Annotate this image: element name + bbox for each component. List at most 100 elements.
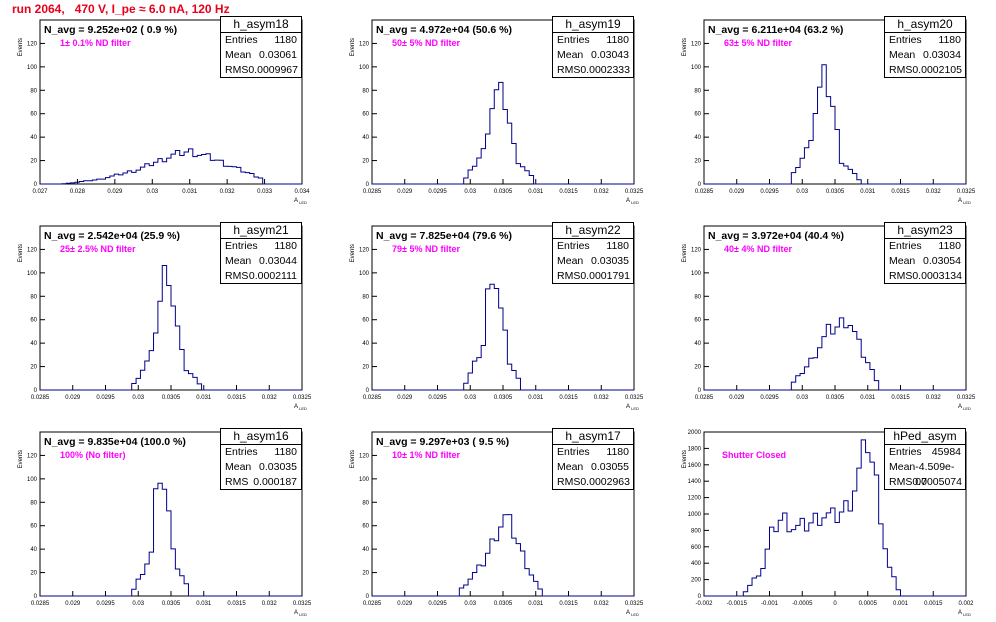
histogram-series (704, 317, 966, 391)
histogram-svg: 0.0285 0.029 0.0295 0.03 0.0305 0.031 0.0315 0.… (18, 225, 312, 411)
x-tick-label: -0.001 (761, 601, 779, 607)
stats-title: h_asym16 (221, 429, 301, 445)
y-tick-label: 60 (30, 318, 37, 324)
stats-title: h_asym22 (553, 223, 633, 239)
x-tick-label: 0.03 (464, 395, 476, 401)
y-tick-label: 60 (362, 318, 369, 324)
x-tick-label: 0.0305 (826, 189, 845, 195)
navg-label: N_avg = 6.211e+04 (63.2 %) (708, 24, 844, 36)
y-tick-label: 60 (694, 318, 701, 324)
x-axis-label: A LED (626, 610, 639, 617)
stats-mean-label: Mean (225, 255, 252, 267)
x-tick-label: 0.028 (70, 189, 86, 195)
stats-entries-value: 1180 (606, 240, 629, 252)
x-axis-label: A LED (958, 198, 971, 205)
y-tick-label: 20 (362, 159, 369, 165)
x-tick-label: 0.0295 (96, 601, 115, 607)
x-tick-label: 0.0285 (363, 601, 382, 607)
stats-rms-row: RMS 0.000187 (221, 475, 301, 490)
y-tick-label: 120 (27, 247, 38, 253)
stats-entries-label: Entries (889, 240, 922, 252)
x-tick-label: 0.0315 (227, 601, 246, 607)
filter-note: 79± 5% ND filter (392, 244, 460, 254)
filter-note: 63± 5% ND filter (724, 38, 792, 48)
histogram-panel-h_asym18: 0.027 0.028 0.029 0.03 0.031 0.032 0.033 0.034 0… (16, 16, 316, 206)
stats-entries-label: Entries (225, 240, 258, 252)
x-tick-label: 0.029 (397, 395, 413, 401)
x-tick-label: 0.0325 (293, 601, 312, 607)
stats-rms-value: 0.0002333 (580, 64, 630, 76)
stats-entries-row: Entries 1180 (553, 445, 633, 460)
stats-box: h_asym17 Entries 1180 Mean 0.03055 RMS 0.00029… (552, 428, 634, 490)
x-tick-label: 0.029 (729, 395, 745, 401)
histogram-svg: 0.0285 0.029 0.0295 0.03 0.0305 0.031 0.0315 0.… (350, 225, 644, 411)
y-tick-label: 20 (30, 571, 37, 577)
stats-box: h_asym22 Entries 1180 Mean 0.03035 RMS 0.00017… (552, 222, 634, 284)
x-tick-label: 0.031 (528, 395, 544, 401)
y-tick-label: 100 (691, 271, 702, 277)
y-tick-label: 80 (362, 294, 369, 300)
x-tick-label: 0.029 (397, 601, 413, 607)
histogram-series (704, 439, 966, 597)
y-tick-label: 20 (362, 571, 369, 577)
stats-title: h_asym21 (221, 223, 301, 239)
stats-entries-row: Entries 1180 (553, 239, 633, 254)
histogram-series (40, 482, 302, 597)
y-tick-label: 40 (362, 135, 369, 141)
y-axis-label: Events (682, 38, 688, 56)
x-tick-label: 0.0285 (363, 189, 382, 195)
y-tick-label: 0 (698, 182, 702, 188)
stats-mean-value: 0.03044 (259, 255, 297, 267)
x-tick-label: 0.031 (528, 189, 544, 195)
histogram-series (372, 81, 634, 185)
stats-entries-value: 1180 (274, 34, 297, 46)
stats-entries-row: Entries 45984 (885, 445, 965, 460)
histogram-panel-h_asym16: 0.0285 0.029 0.0295 0.03 0.0305 0.031 0.0315 0.… (16, 428, 316, 618)
x-tick-label: 0.03 (132, 395, 144, 401)
stats-rms-value: 0.0005074 (912, 476, 962, 488)
y-tick-label: 60 (30, 112, 37, 118)
page-title: run 2064, 470 V, I_pe ≈ 6.0 nA, 120 Hz (12, 2, 230, 16)
y-tick-label: 40 (362, 547, 369, 553)
y-tick-label: 120 (27, 41, 38, 47)
stats-mean-label: Mean (889, 461, 916, 473)
stats-mean-row: Mean 0.03035 (553, 254, 633, 269)
x-tick-label: 0.032 (220, 189, 236, 195)
stats-mean-label: Mean (889, 49, 916, 61)
x-tick-label: 0.032 (594, 601, 610, 607)
x-tick-label: 0.0315 (559, 395, 578, 401)
y-tick-label: 400 (691, 561, 702, 567)
y-tick-label: 0 (34, 182, 38, 188)
histogram-panel-h_asym21: 0.0285 0.029 0.0295 0.03 0.0305 0.031 0.0315 0.… (16, 222, 316, 412)
stats-rms-row: RMS 0.0002111 (221, 269, 301, 284)
x-tick-label: 0.03 (464, 189, 476, 195)
stats-entries-value: 45984 (931, 446, 961, 458)
stats-entries-row: Entries 1180 (221, 33, 301, 48)
y-axis-label: Events (18, 450, 24, 468)
y-tick-label: 80 (30, 88, 37, 94)
x-tick-label: 0.0285 (695, 395, 714, 401)
navg-label: N_avg = 9.835e+04 (100.0 %) (44, 436, 186, 448)
stats-mean-value: 0.03035 (259, 461, 297, 473)
x-tick-label: 0.031 (196, 601, 212, 607)
histogram-panel-h_asym20: 0.0285 0.029 0.0295 0.03 0.0305 0.031 0.0315 0.… (680, 16, 980, 206)
y-tick-label: 100 (27, 477, 38, 483)
stats-mean-value: -4.509e-07 (915, 461, 955, 488)
stats-rms-label: RMS (225, 476, 249, 488)
x-tick-label: 0.0305 (826, 395, 845, 401)
stats-mean-value: 0.03035 (591, 255, 629, 267)
y-axis-label: Events (350, 450, 356, 468)
x-axis-label: A LED (958, 610, 971, 617)
stats-rms-row: RMS 0.0001791 (553, 269, 633, 284)
y-tick-label: 1000 (688, 512, 702, 518)
filter-note: Shutter Closed (722, 450, 787, 460)
stats-mean-value: 0.03055 (591, 461, 629, 473)
x-tick-label: 0.0325 (293, 395, 312, 401)
y-tick-label: 100 (359, 65, 370, 71)
histogram-svg: 0.0285 0.029 0.0295 0.03 0.0305 0.031 0.0315 0.… (350, 431, 644, 617)
x-tick-label: 0.03 (146, 189, 158, 195)
x-tick-label: 0.031 (528, 601, 544, 607)
stats-mean-label: Mean (557, 49, 584, 61)
x-tick-label: 0.03 (132, 601, 144, 607)
x-tick-label: 0.033 (257, 189, 273, 195)
